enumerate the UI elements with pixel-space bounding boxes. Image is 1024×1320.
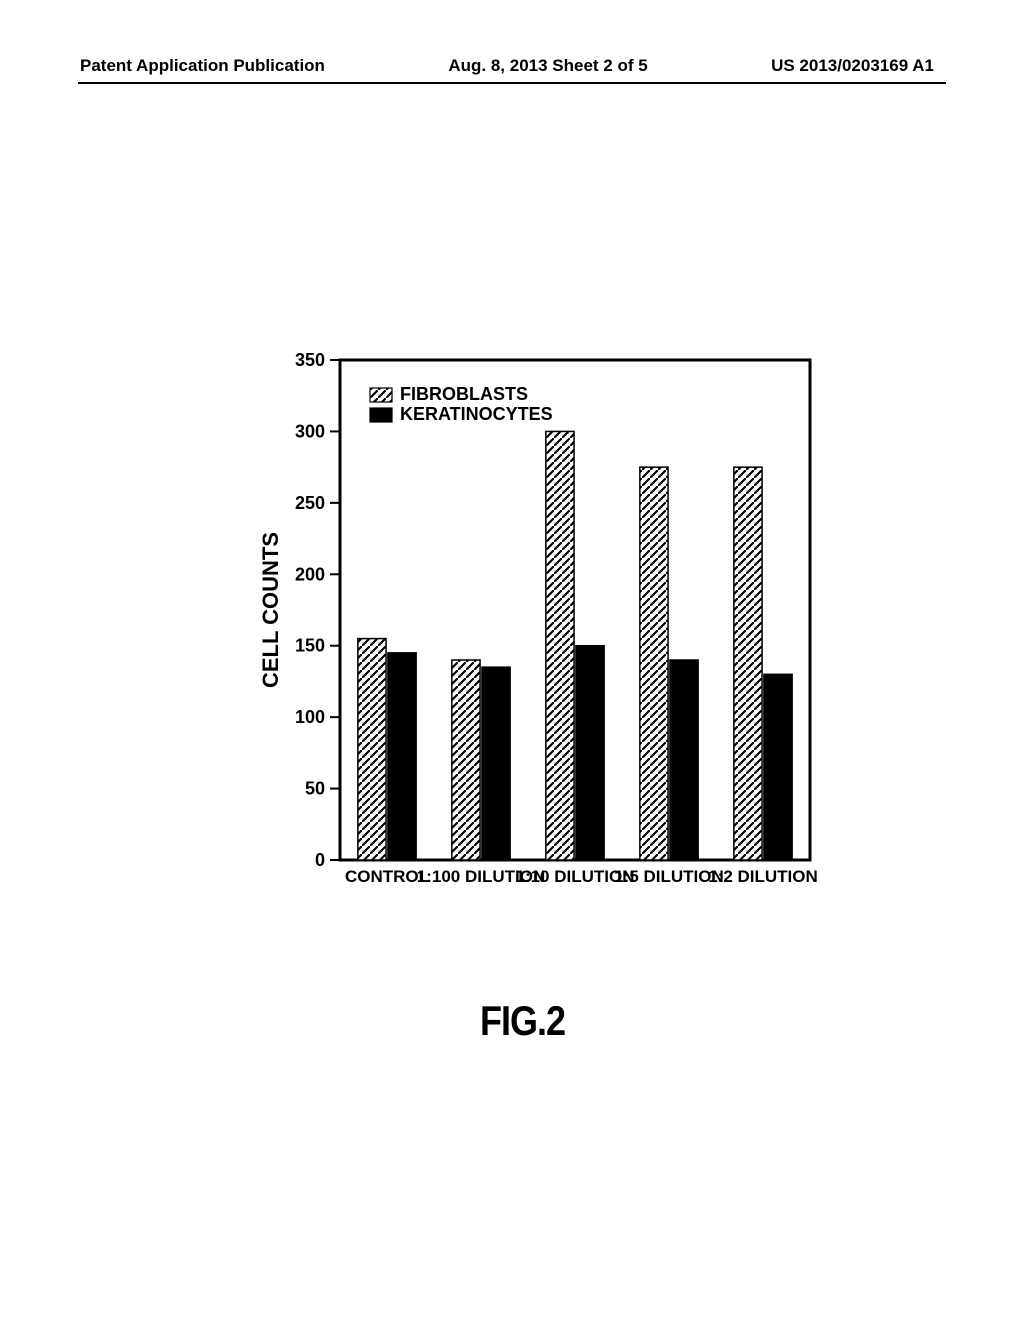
bar-fibroblasts-0 — [358, 639, 386, 860]
chart-container: 050100150200250300350CELL COUNTSCONTROL1… — [250, 350, 850, 970]
svg-text:0: 0 — [315, 850, 325, 870]
bar-keratinocytes-0 — [388, 653, 416, 860]
bar-fibroblasts-1 — [452, 660, 480, 860]
header-rule — [78, 82, 946, 84]
svg-text:350: 350 — [295, 350, 325, 370]
cell-counts-bar-chart: 050100150200250300350CELL COUNTSCONTROL1… — [250, 350, 850, 970]
svg-text:50: 50 — [305, 779, 325, 799]
header-right: US 2013/0203169 A1 — [771, 56, 934, 76]
legend-swatch-fibroblasts — [370, 388, 392, 402]
svg-text:250: 250 — [295, 493, 325, 513]
figure-label: FIG.2 — [480, 997, 565, 1045]
svg-text:150: 150 — [295, 636, 325, 656]
svg-text:CELL COUNTS: CELL COUNTS — [258, 532, 283, 688]
legend-swatch-keratinocytes — [370, 408, 392, 422]
bar-keratinocytes-4 — [764, 674, 792, 860]
bar-fibroblasts-3 — [640, 467, 668, 860]
svg-text:200: 200 — [295, 564, 325, 584]
bar-fibroblasts-2 — [546, 431, 574, 860]
svg-text:100: 100 — [295, 707, 325, 727]
bar-keratinocytes-3 — [670, 660, 698, 860]
svg-text:300: 300 — [295, 421, 325, 441]
legend-label-keratinocytes: KERATINOCYTES — [400, 404, 553, 424]
bar-keratinocytes-2 — [576, 646, 604, 860]
header-left: Patent Application Publication — [80, 56, 325, 76]
bar-keratinocytes-1 — [482, 667, 510, 860]
bar-fibroblasts-4 — [734, 467, 762, 860]
svg-text:1:2 DILUTION: 1:2 DILUTION — [708, 867, 818, 886]
header-center: Aug. 8, 2013 Sheet 2 of 5 — [448, 56, 647, 76]
legend-label-fibroblasts: FIBROBLASTS — [400, 384, 528, 404]
